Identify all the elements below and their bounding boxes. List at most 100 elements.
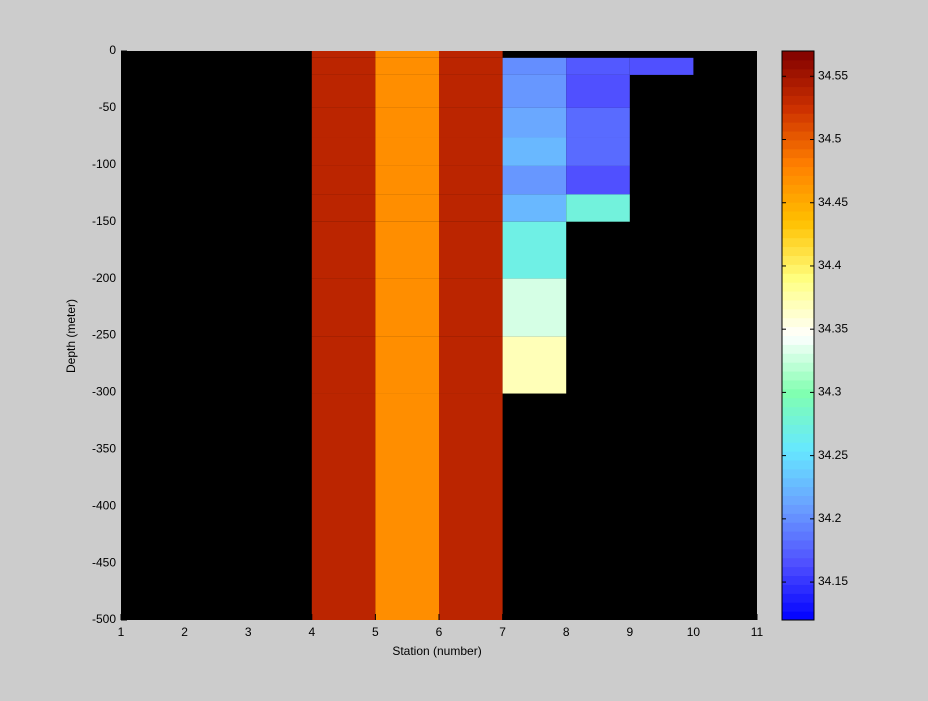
y-tick-label: -400 [92, 498, 116, 512]
colorbar-swatch [782, 477, 814, 488]
heat-cell [502, 137, 567, 166]
colorbar-swatch [782, 584, 814, 594]
heat-cell [311, 165, 376, 195]
colorbar-tick-label: 34.3 [818, 385, 842, 399]
heat-cell [502, 107, 567, 138]
colorbar-tick-label: 34.45 [818, 195, 848, 209]
heat-cell [566, 165, 630, 195]
y-tick-label: -350 [92, 441, 116, 455]
y-tick-label: -450 [92, 555, 116, 569]
colorbar-swatch [782, 371, 814, 381]
x-tick-label: 5 [372, 625, 379, 639]
colorbar-swatch [782, 433, 814, 443]
colorbar-tick-label: 34.5 [818, 132, 842, 146]
colorbar-swatch [782, 468, 814, 479]
colorbar-swatch [782, 424, 814, 434]
heat-cell [375, 336, 439, 394]
heat-cell [311, 107, 376, 138]
heat-cell [375, 221, 439, 279]
y-axis-label: Depth (meter) [64, 299, 78, 373]
colorbar-swatch [782, 397, 814, 408]
colorbar-swatch [782, 513, 814, 523]
heat-cell [311, 74, 376, 108]
colorbar-swatch [782, 246, 814, 256]
colorbar-tick-label: 34.15 [818, 574, 848, 588]
heat-cell [502, 57, 567, 75]
colorbar-swatch [782, 255, 814, 265]
y-tick-label: -100 [92, 157, 116, 171]
colorbar-tick-label: 34.2 [818, 511, 842, 525]
colorbar-swatch [782, 139, 814, 150]
colorbar-swatch [782, 104, 814, 114]
colorbar-swatch [782, 211, 814, 221]
heat-cell [311, 278, 376, 337]
colorbar-swatch [782, 317, 814, 328]
colorbar-swatch [782, 557, 814, 568]
heat-cell [375, 393, 439, 620]
colorbar-swatch [782, 548, 814, 559]
colorbar-swatch [782, 202, 814, 212]
y-tick-label: 0 [109, 43, 116, 57]
x-tick-label: 11 [751, 625, 764, 639]
colorbar-swatch [782, 308, 814, 319]
x-tick-label: 8 [563, 625, 570, 639]
heat-cell [375, 107, 439, 138]
heat-cell [439, 194, 503, 222]
heat-cell [629, 57, 694, 75]
colorbar-swatch [782, 273, 814, 283]
colorbar-swatch [782, 326, 814, 336]
colorbar-swatch [782, 379, 814, 390]
colorbar-border [781, 50, 815, 621]
colorbar-swatch [782, 566, 814, 577]
colorbar-swatch [782, 388, 814, 399]
heat-cell [439, 57, 503, 75]
colorbar-swatch [782, 166, 814, 176]
x-tick-label: 9 [626, 625, 633, 639]
heat-cell [502, 221, 567, 279]
colorbar-swatch [782, 362, 814, 372]
colorbar-swatch [782, 157, 814, 168]
y-tick-label: -50 [99, 100, 117, 114]
heat-cell [375, 194, 439, 222]
x-tick-label: 7 [499, 625, 506, 639]
colorbar-swatch [782, 575, 814, 585]
heat-cell [566, 137, 630, 166]
heat-cell [502, 74, 567, 108]
colorbar-swatch [782, 522, 814, 532]
colorbar-swatch [782, 442, 814, 452]
y-tick-label: -500 [92, 612, 116, 626]
colorbar-swatch [782, 77, 814, 88]
heat-cell [311, 221, 376, 279]
colorbar-swatch [782, 602, 814, 612]
heat-cell [439, 51, 503, 58]
colorbar-swatch [782, 237, 814, 248]
heat-cell [439, 336, 503, 394]
colorbar-swatch [782, 495, 814, 505]
y-tick-label: -200 [92, 271, 116, 285]
colorbar-swatch [782, 539, 814, 550]
colorbar-swatch [782, 299, 814, 310]
colorbar-swatch [782, 451, 814, 461]
colorbar-swatch [782, 344, 814, 354]
colorbar-swatch [782, 122, 814, 132]
colorbar-swatch [782, 184, 814, 194]
colorbar-swatch [782, 86, 814, 96]
colorbar-swatch [782, 264, 814, 274]
x-tick-label: 3 [245, 625, 252, 639]
heat-cell [502, 278, 567, 337]
heat-cell [566, 57, 630, 75]
heat-cell [439, 74, 503, 108]
heat-cell [311, 393, 376, 620]
x-tick-label: 6 [436, 625, 443, 639]
x-tick-label: 2 [181, 625, 188, 639]
x-tick-label: 1 [118, 625, 125, 639]
colorbar-swatch [782, 228, 814, 239]
colorbar-tick-label: 34.55 [818, 68, 848, 82]
colorbar-swatch [782, 593, 814, 603]
x-tick-label: 4 [308, 625, 315, 639]
colorbar-swatch [782, 95, 814, 105]
heat-cell [502, 194, 567, 222]
heat-cell [311, 57, 376, 75]
